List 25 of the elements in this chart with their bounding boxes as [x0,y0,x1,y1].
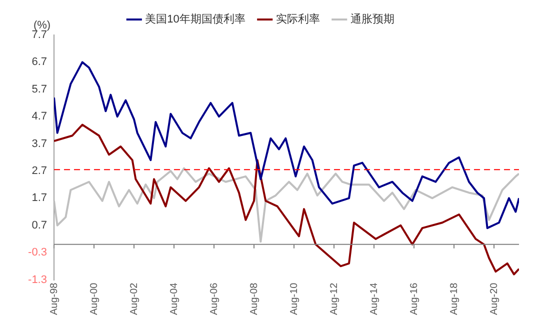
y-tick-label: 4.7 [32,110,47,123]
x-tick-label: Aug-00 [88,282,100,316]
x-tick-label: Aug-18 [448,282,460,316]
y-tick-label: 2.7 [32,165,47,178]
y-tick-label: 0.7 [32,219,47,232]
y-tick-label: 7.7 [32,29,47,42]
x-tick-label: Aug-10 [288,282,300,316]
legend-label: 通胀预期 [350,12,394,26]
x-tick-label: Aug-04 [168,282,180,316]
x-tick-label: Aug-12 [328,282,340,316]
x-tick-label: Aug-06 [208,282,220,316]
y-tick-label: 1.7 [32,192,47,204]
x-tick-label: Aug-02 [128,282,140,316]
legend-label: 实际利率 [276,12,320,26]
x-tick-label: Aug-16 [408,282,420,316]
y-tick-label: 5.7 [32,83,47,96]
x-tick-label: Aug-20 [488,282,500,316]
y-tick-label: 3.7 [32,138,47,150]
y-tick-label: -1.3 [28,274,47,286]
y-tick-label: 6.7 [32,56,47,68]
legend-label: 美国10年期国债利率 [145,12,246,26]
x-tick-label: Aug-14 [368,282,380,316]
x-tick-label: Aug-08 [248,282,260,316]
y-tick-label: -0.3 [28,246,47,259]
x-tick-label: Aug-98 [48,282,60,316]
